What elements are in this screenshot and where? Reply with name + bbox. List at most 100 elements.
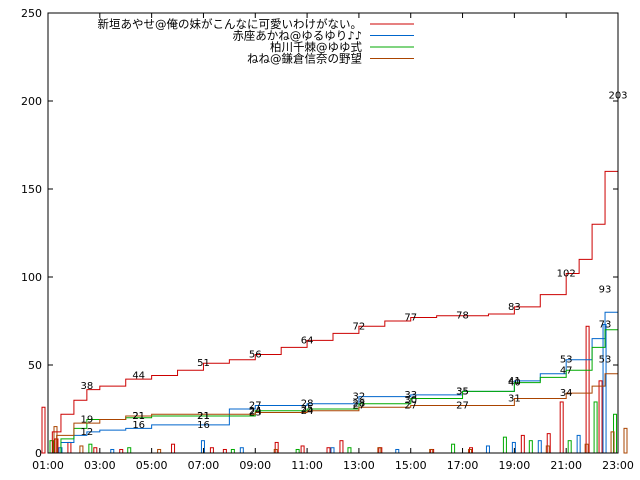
data-label: 32 — [353, 392, 366, 403]
data-label: 53 — [599, 355, 612, 366]
data-label: 27 — [249, 400, 262, 411]
data-label: 102 — [557, 268, 576, 279]
bar — [339, 440, 344, 454]
data-label: 35 — [456, 386, 469, 397]
bar — [584, 443, 589, 454]
x-tick-label: 13:00 — [343, 459, 375, 472]
data-label: 25 — [301, 404, 314, 415]
x-tick-label: 05:00 — [136, 459, 168, 472]
x-tick-label: 19:00 — [499, 459, 531, 472]
y-tick-label: 0 — [35, 447, 42, 460]
data-label: 56 — [249, 349, 262, 360]
bar — [429, 448, 434, 454]
bar — [157, 448, 162, 454]
bar — [559, 401, 564, 454]
legend-label: 新垣あやせ@俺の妹がこんなに可愛いわけがない。 — [98, 17, 363, 31]
y-tick-label: 50 — [28, 359, 42, 372]
data-label: 21 — [197, 411, 210, 422]
bar — [378, 447, 383, 454]
data-label: 40 — [508, 378, 521, 389]
bar — [79, 445, 84, 454]
data-label: 23 — [249, 408, 262, 419]
bar — [395, 448, 400, 454]
y-tick-label: 250 — [21, 7, 42, 20]
plot-frame — [47, 12, 619, 454]
x-tick-label: 01:00 — [32, 459, 64, 472]
data-label: 31 — [508, 393, 521, 404]
data-label: 51 — [197, 358, 210, 369]
data-label: 16 — [132, 420, 145, 431]
bar — [119, 448, 124, 454]
bar — [623, 427, 628, 454]
bar — [41, 406, 46, 454]
bar — [222, 448, 227, 454]
bar — [502, 436, 507, 454]
data-label: 77 — [404, 312, 417, 323]
x-tick-label: 23:00 — [602, 459, 634, 472]
data-label: 21 — [132, 411, 145, 422]
bar — [485, 445, 490, 454]
data-label: 78 — [456, 311, 469, 322]
data-label: 30 — [404, 395, 417, 406]
bar — [209, 447, 214, 454]
bar — [300, 445, 305, 454]
data-label: 12 — [80, 427, 93, 438]
data-label: 38 — [80, 381, 93, 392]
data-label: 83 — [508, 302, 521, 313]
data-label: 27 — [456, 400, 469, 411]
bar — [67, 441, 72, 454]
y-tick-label: 150 — [21, 183, 42, 196]
bar — [468, 448, 473, 454]
bar — [295, 448, 300, 454]
bar — [110, 448, 115, 454]
series-line — [48, 95, 619, 454]
ticks-layer: 0 50 100 150 200 250 01:00 03:00 05:00 07:00 09:00… — [21, 7, 634, 472]
bar — [239, 447, 244, 454]
bar — [598, 380, 603, 454]
data-label: 28 — [301, 399, 314, 410]
legend-label: 赤座あかね@ゆるゆり♪♪ — [232, 29, 362, 43]
legend: 新垣あやせ@俺の妹がこんなに可愛いわけがない。赤座あかね@ゆるゆり♪♪柏川千棘@… — [98, 17, 414, 66]
y-tick-label: 200 — [21, 95, 42, 108]
bar — [274, 441, 279, 454]
legend-label: ねね@鎌倉信奈の野望 — [247, 52, 362, 66]
bar — [171, 443, 176, 454]
bar — [585, 325, 590, 454]
series-line — [48, 324, 619, 454]
data-label: 21 — [132, 411, 145, 422]
data-label: 33 — [404, 390, 417, 401]
legend-label: 柏川千棘@ゆゆ式 — [270, 40, 362, 54]
bar — [326, 447, 331, 454]
bar — [537, 440, 542, 454]
x-tick-label: 15:00 — [395, 459, 427, 472]
bar — [430, 448, 435, 454]
data-label: 27 — [404, 400, 417, 411]
data-label: 72 — [353, 321, 366, 332]
series-line — [48, 359, 619, 454]
bar — [545, 445, 550, 454]
bar — [593, 401, 598, 454]
bar — [230, 448, 235, 454]
data-label: 73 — [599, 320, 612, 331]
data-label: 24 — [301, 406, 314, 417]
data-label: 47 — [560, 365, 573, 376]
data-label: 41 — [508, 376, 521, 387]
bar — [576, 434, 581, 454]
bar — [546, 433, 551, 454]
x-tick-label: 21:00 — [550, 459, 582, 472]
data-label: 24 — [249, 406, 262, 417]
x-tick-label: 17:00 — [447, 459, 479, 472]
data-label: 19 — [80, 415, 93, 426]
y-tick-label: 100 — [21, 271, 42, 284]
bar — [528, 440, 533, 454]
bar — [567, 440, 572, 454]
bar — [347, 447, 352, 454]
data-label: 93 — [599, 284, 612, 295]
lines-layer — [48, 95, 619, 454]
series-line — [48, 289, 619, 454]
bar — [127, 447, 132, 454]
bar — [273, 448, 278, 454]
x-tick-label: 03:00 — [84, 459, 116, 472]
